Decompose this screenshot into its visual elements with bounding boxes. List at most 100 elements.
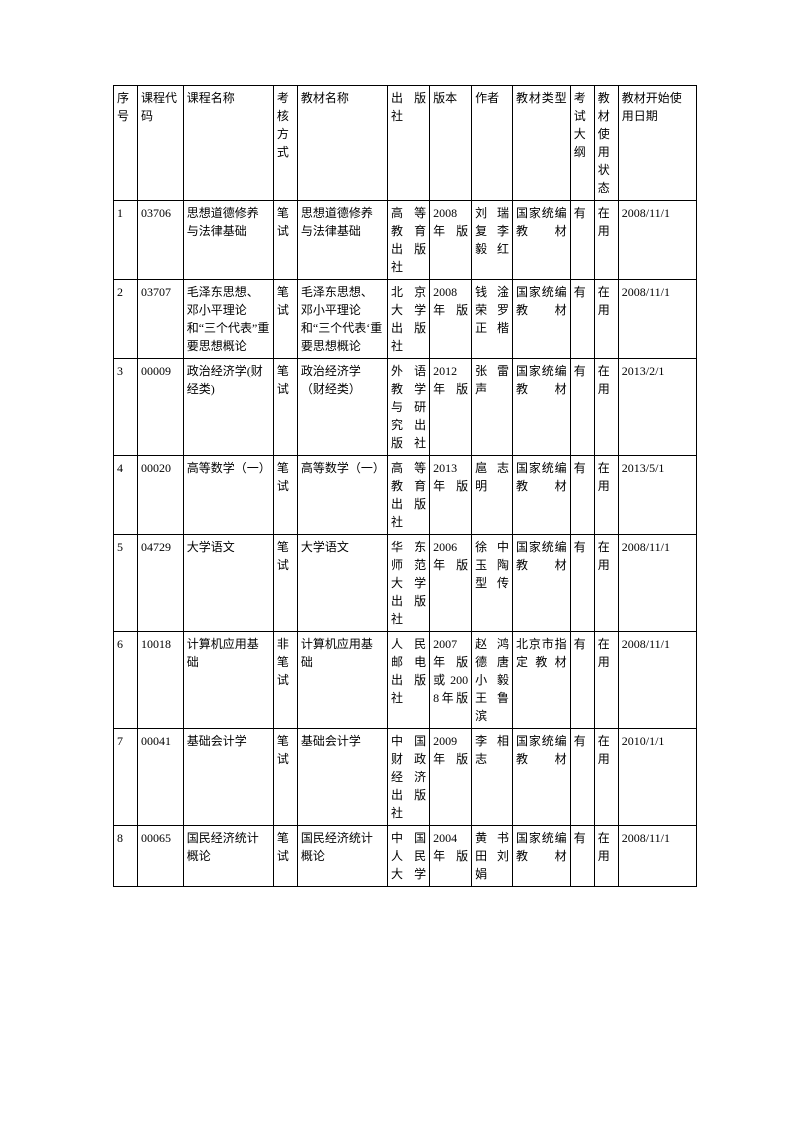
header-date: 教材开始使用日期 — [618, 86, 696, 201]
cell-type: 国家统编教材 — [513, 456, 571, 535]
cell-stat: 在用 — [594, 535, 618, 632]
cell-type: 国家统编教材 — [513, 359, 571, 456]
table-row: 103706思想道德修养与法律基础笔试思想道德修养与法律基础高等教育出版社200… — [114, 201, 697, 280]
cell-type: 国家统编教材 — [513, 535, 571, 632]
cell-seq: 5 — [114, 535, 138, 632]
cell-pub: 中国人民大学 — [388, 826, 430, 887]
cell-type: 国家统编教材 — [513, 729, 571, 826]
cell-auth: 李相志 — [472, 729, 513, 826]
cell-code: 00065 — [138, 826, 184, 887]
cell-exam: 非笔试 — [273, 632, 297, 729]
cell-syl: 有 — [570, 456, 594, 535]
header-code: 课程代码 — [138, 86, 184, 201]
cell-auth: 黄书田 刘娟 — [472, 826, 513, 887]
cell-type: 北京市指定教材 — [513, 632, 571, 729]
cell-date: 2010/1/1 — [618, 729, 696, 826]
table-row: 203707毛泽东思想、邓小平理论和“三个代表”重要思想概论笔试毛泽东思想、邓小… — [114, 280, 697, 359]
cell-name: 大学语文 — [183, 535, 273, 632]
cell-syl: 有 — [570, 729, 594, 826]
cell-syl: 有 — [570, 359, 594, 456]
cell-name: 高等数学（一） — [183, 456, 273, 535]
cell-syl: 有 — [570, 201, 594, 280]
table-header-row: 序号 课程代码 课程名称 考核方式 教材名称 出版社 版本 作者 教材类型 考试… — [114, 86, 697, 201]
cell-ver: 2009年版 — [430, 729, 472, 826]
cell-type: 国家统编教材 — [513, 201, 571, 280]
table-row: 400020高等数学（一）笔试高等数学（一）高等教育出版社2013年版扈志明国家… — [114, 456, 697, 535]
cell-code: 00009 — [138, 359, 184, 456]
cell-text: 国民经济统计概论 — [297, 826, 387, 887]
cell-auth: 刘瑞复 李毅红 — [472, 201, 513, 280]
cell-pub: 人民邮电出版社 — [388, 632, 430, 729]
cell-seq: 8 — [114, 826, 138, 887]
cell-stat: 在用 — [594, 729, 618, 826]
cell-seq: 3 — [114, 359, 138, 456]
table-row: 700041基础会计学笔试基础会计学中国财政经济出版社2009年版李相志国家统编… — [114, 729, 697, 826]
cell-text: 大学语文 — [297, 535, 387, 632]
cell-code: 03707 — [138, 280, 184, 359]
cell-ver: 2008年版 — [430, 201, 472, 280]
cell-date: 2008/11/1 — [618, 632, 696, 729]
cell-stat: 在用 — [594, 359, 618, 456]
cell-exam: 笔试 — [273, 826, 297, 887]
cell-name: 毛泽东思想、邓小平理论和“三个代表”重要思想概论 — [183, 280, 273, 359]
header-auth: 作者 — [472, 86, 513, 201]
cell-seq: 4 — [114, 456, 138, 535]
cell-syl: 有 — [570, 826, 594, 887]
cell-code: 00041 — [138, 729, 184, 826]
cell-auth: 钱淦荣 罗正楷 — [472, 280, 513, 359]
header-type: 教材类型 — [513, 86, 571, 201]
header-ver: 版本 — [430, 86, 472, 201]
cell-syl: 有 — [570, 632, 594, 729]
cell-pub: 华东师范大学出版社 — [388, 535, 430, 632]
header-pub: 出版社 — [388, 86, 430, 201]
header-seq: 序号 — [114, 86, 138, 201]
cell-ver: 2008年版 — [430, 280, 472, 359]
cell-name: 政治经济学(财经类) — [183, 359, 273, 456]
cell-auth: 赵鸿德 唐小毅 王鲁滨 — [472, 632, 513, 729]
cell-pub: 中国财政经济出版社 — [388, 729, 430, 826]
cell-name: 国民经济统计概论 — [183, 826, 273, 887]
cell-stat: 在用 — [594, 201, 618, 280]
cell-stat: 在用 — [594, 456, 618, 535]
header-name: 课程名称 — [183, 86, 273, 201]
cell-ver: 2004年版 — [430, 826, 472, 887]
cell-code: 04729 — [138, 535, 184, 632]
cell-code: 03706 — [138, 201, 184, 280]
cell-ver: 2012年版 — [430, 359, 472, 456]
course-textbook-table: 序号 课程代码 课程名称 考核方式 教材名称 出版社 版本 作者 教材类型 考试… — [113, 85, 697, 887]
cell-text: 毛泽东思想、邓小平理论和“三个代表‘重要思想概论 — [297, 280, 387, 359]
cell-seq: 7 — [114, 729, 138, 826]
cell-seq: 6 — [114, 632, 138, 729]
cell-ver: 2006年版 — [430, 535, 472, 632]
cell-auth: 扈志明 — [472, 456, 513, 535]
cell-date: 2008/11/1 — [618, 280, 696, 359]
header-stat: 教材使用状态 — [594, 86, 618, 201]
cell-text: 政治经济学（财经类） — [297, 359, 387, 456]
cell-stat: 在用 — [594, 632, 618, 729]
cell-pub: 北京大学出版社 — [388, 280, 430, 359]
cell-pub: 高等教育出版社 — [388, 456, 430, 535]
table-row: 504729大学语文笔试大学语文华东师范大学出版社2006年版徐中玉 陶型传国家… — [114, 535, 697, 632]
cell-code: 10018 — [138, 632, 184, 729]
cell-name: 计算机应用基础 — [183, 632, 273, 729]
cell-exam: 笔试 — [273, 729, 297, 826]
cell-exam: 笔试 — [273, 201, 297, 280]
cell-pub: 外语教学与研究出版社 — [388, 359, 430, 456]
header-text: 教材名称 — [297, 86, 387, 201]
header-exam: 考核方式 — [273, 86, 297, 201]
cell-type: 国家统编教材 — [513, 826, 571, 887]
cell-text: 计算机应用基础 — [297, 632, 387, 729]
cell-text: 高等数学（一） — [297, 456, 387, 535]
cell-stat: 在用 — [594, 280, 618, 359]
cell-date: 2008/11/1 — [618, 201, 696, 280]
cell-text: 思想道德修养与法律基础 — [297, 201, 387, 280]
cell-exam: 笔试 — [273, 535, 297, 632]
cell-seq: 2 — [114, 280, 138, 359]
cell-auth: 徐中玉 陶型传 — [472, 535, 513, 632]
table-row: 300009政治经济学(财经类)笔试政治经济学（财经类）外语教学与研究出版社20… — [114, 359, 697, 456]
cell-ver: 2007年版或2008年版 — [430, 632, 472, 729]
cell-code: 00020 — [138, 456, 184, 535]
cell-stat: 在用 — [594, 826, 618, 887]
cell-ver: 2013年版 — [430, 456, 472, 535]
header-syl: 考试大纲 — [570, 86, 594, 201]
